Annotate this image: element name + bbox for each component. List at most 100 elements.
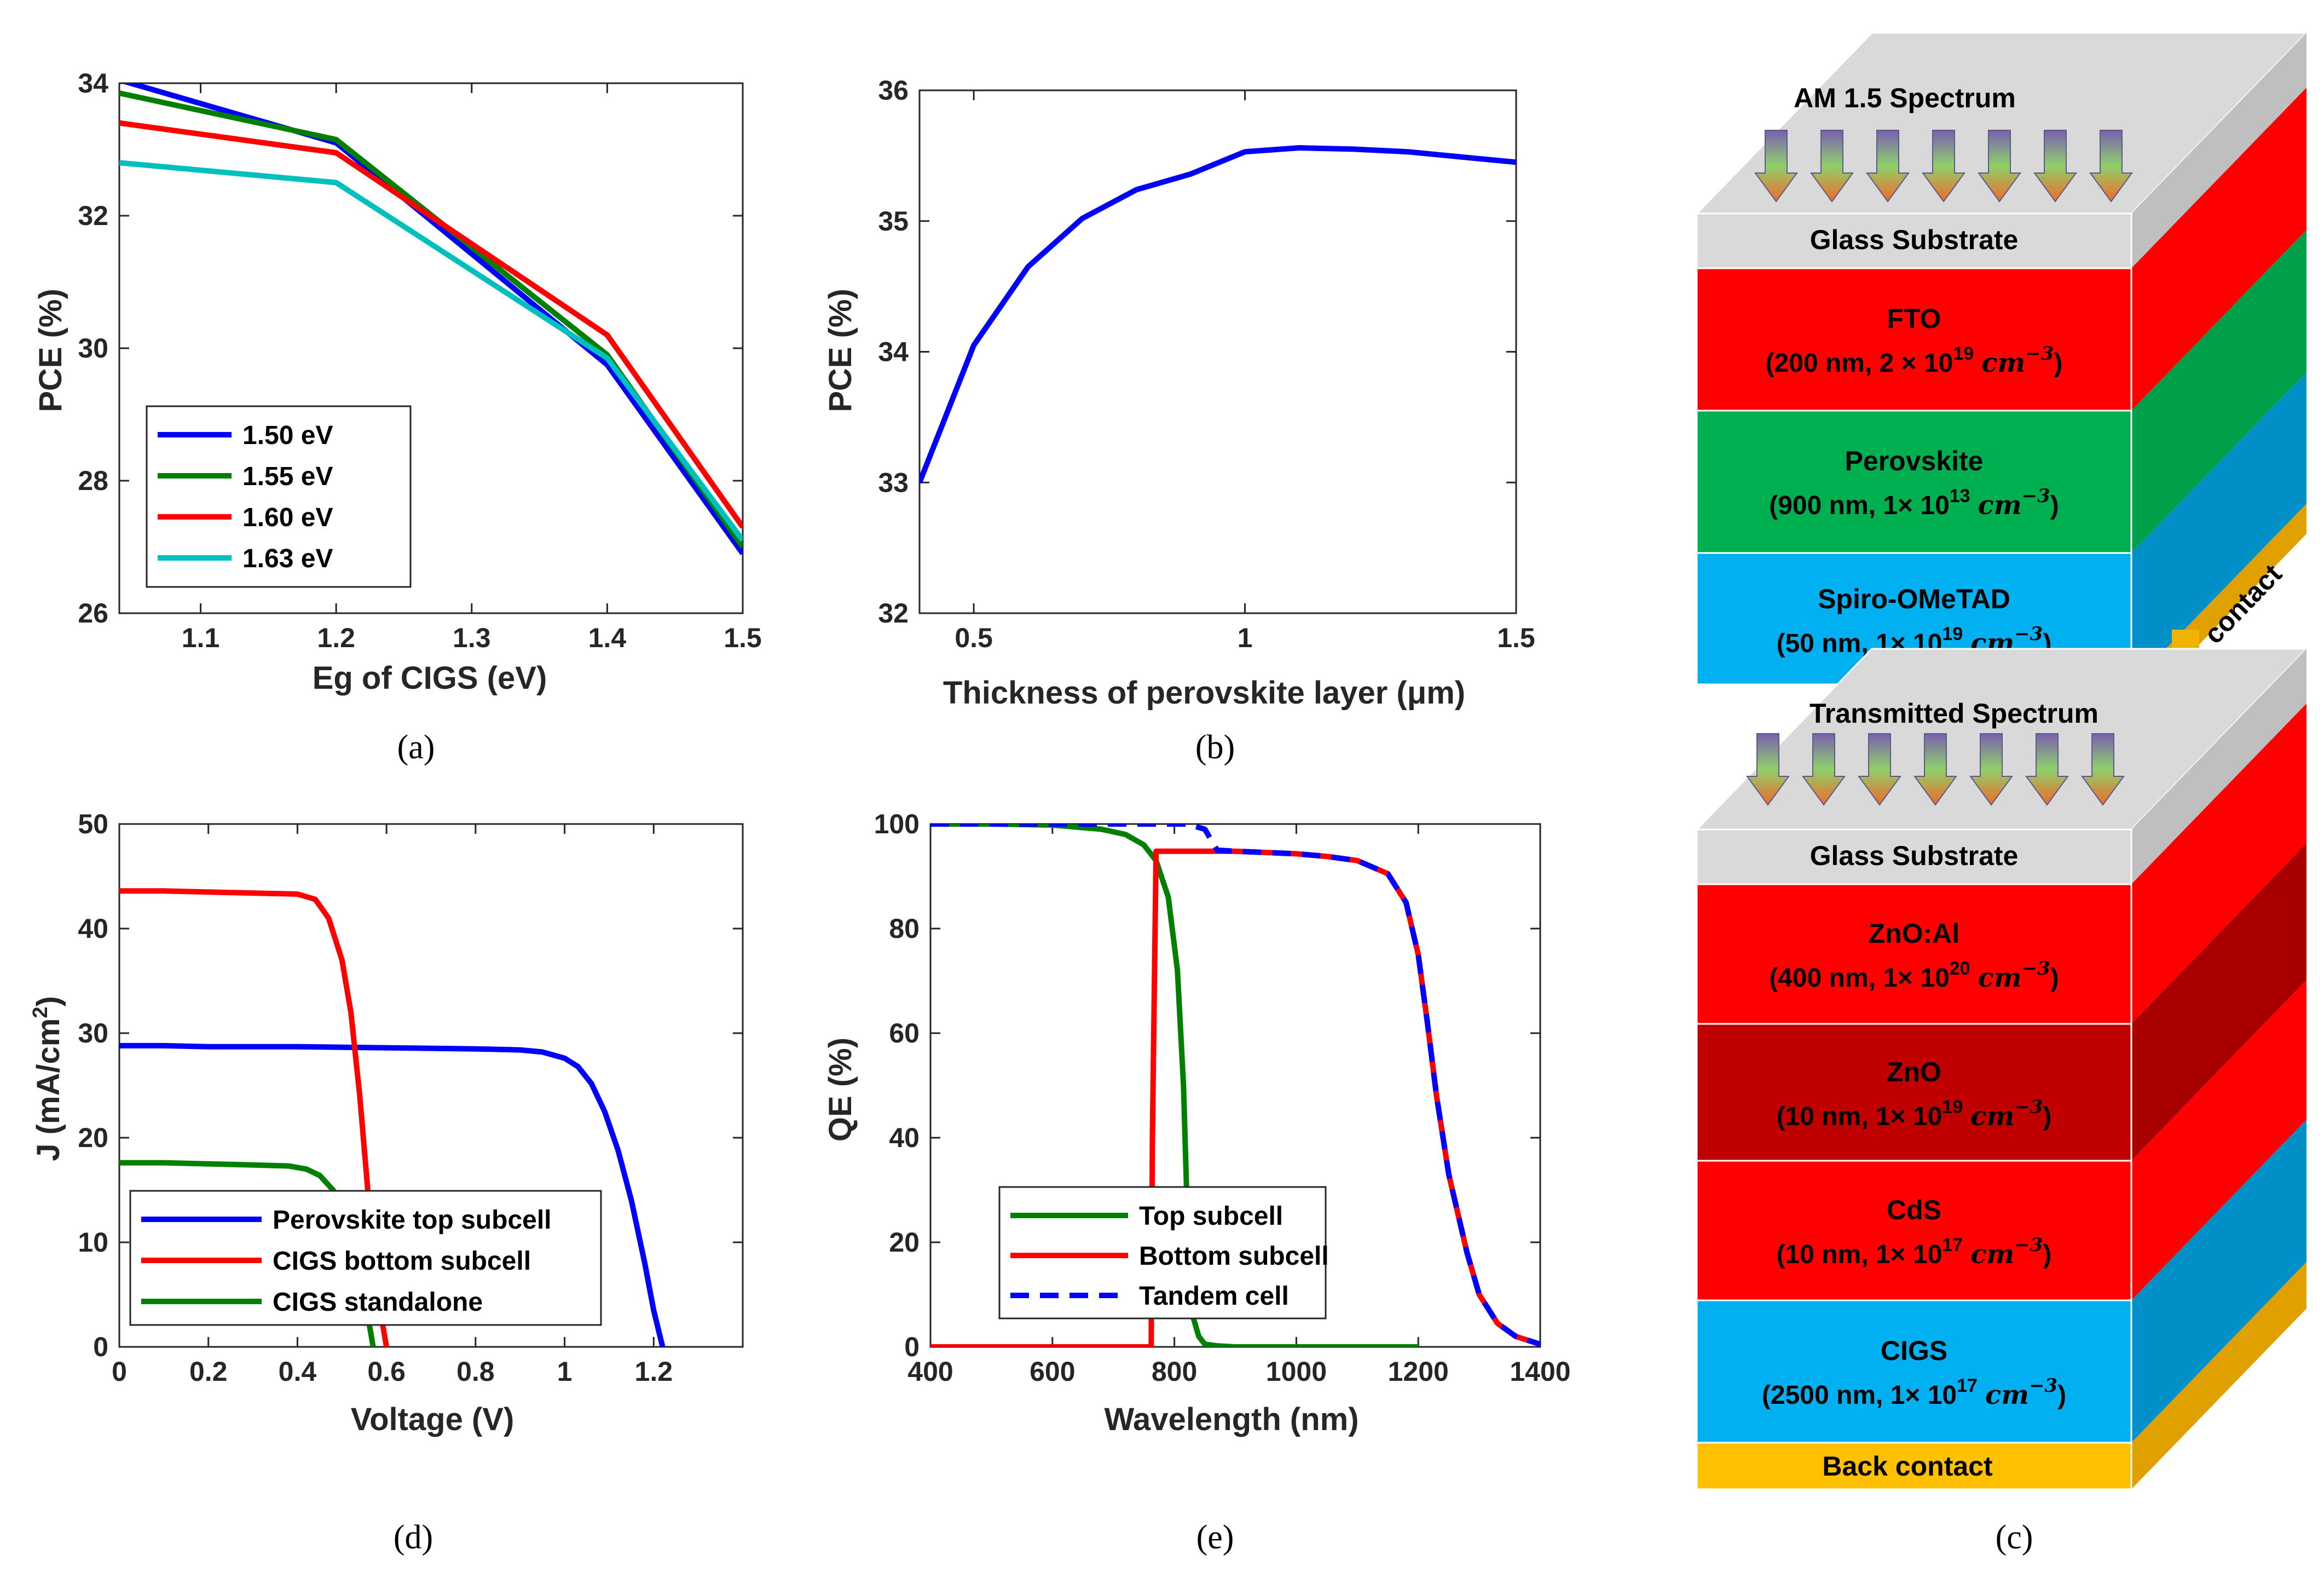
top-substrate-label: Glass Substrate (1810, 224, 2019, 255)
top-substrate-side (2131, 33, 2306, 268)
series-line-0 (120, 83, 743, 556)
layer-name: CIGS (1881, 1335, 1947, 1366)
x-tick-label: 0 (112, 1356, 127, 1387)
panel-d: 0 0.2 0.4 0.6 0.8 1 1.2 0 10 20 30 40 50 Perovskite t… (29, 809, 744, 1556)
bottom-zno-side (2131, 843, 2306, 1161)
series-line-2 (930, 824, 1540, 1347)
panel-a-caption: (a) (397, 729, 435, 766)
panel-c-caption: (c) (1996, 1519, 2033, 1556)
panel-d-plot-area: 0 0.2 0.4 0.6 0.8 1 1.2 0 10 20 30 40 50 Perovskite t… (78, 809, 744, 1387)
panel-d-ylabel-end: ) (31, 996, 66, 1006)
legend-label: 1.63 eV (242, 544, 333, 573)
light-arrow-icon (1802, 733, 1846, 806)
layer-info-suffix: ) (2043, 1240, 2051, 1269)
legend-label: Bottom subcell (1139, 1242, 1329, 1271)
y-tick-label: 0 (93, 1332, 108, 1362)
legend-label: CIGS standalone (273, 1288, 483, 1317)
bottom-znoal-side (2131, 704, 2306, 1024)
layer-info-unit-exp: −3 (2014, 623, 2043, 645)
layer-info-exp: 17 (1942, 1235, 1963, 1255)
y-tick-label: 0 (904, 1332, 920, 1362)
layer-info-unit: cm (1981, 348, 2025, 378)
series-line-0 (930, 824, 1419, 1347)
panel-e-caption: (e) (1196, 1519, 1234, 1556)
layer-info-unit-exp: −3 (2025, 343, 2054, 365)
light-arrow-icon (1858, 733, 1901, 806)
layer-info-exp: 17 (1957, 1375, 1978, 1396)
x-tick-label: 1400 (1510, 1356, 1570, 1387)
layer-info-exp: 20 (1950, 958, 1970, 979)
panel-b-xlabel: Thickness of perovskite layer (μm) (943, 675, 1465, 711)
panel-d-ylabel-sup: 2 (29, 1007, 52, 1018)
x-tick-label: 1200 (1388, 1356, 1449, 1387)
y-tick-label: 30 (78, 1018, 108, 1048)
bottom-cigs-side (2131, 1120, 2306, 1443)
layer-info-prefix: (10 nm, 1× 10 (1777, 1102, 1943, 1131)
x-tick-label: 1 (557, 1356, 573, 1387)
y-tick-label: 20 (78, 1122, 108, 1153)
layer-info-suffix: ) (2057, 1381, 2066, 1410)
light-arrow-icon (2025, 733, 2069, 806)
legend-label: Tandem cell (1139, 1282, 1289, 1311)
panel-b-ylabel: PCE (%) (823, 289, 858, 412)
legend-label: Perovskite top subcell (273, 1206, 552, 1235)
layer-name: ZnO:Al (1869, 918, 1960, 949)
y-tick-label: 32 (78, 200, 108, 231)
panel-d-ylabel-main: J (mA/cm (31, 1018, 66, 1161)
top-spectrum-label: AM 1.5 Spectrum (1794, 83, 2016, 113)
series-line-2 (119, 120, 743, 529)
x-tick-label: 600 (1030, 1356, 1075, 1387)
layer-info-suffix: ) (2043, 1102, 2051, 1131)
panel-e-xlabel: Wavelength (nm) (1104, 1402, 1358, 1437)
panel-c-device-structure: contact Glass Substrate AM 1.5 Spectrum … (1695, 32, 2309, 1556)
y-tick-label: 50 (78, 809, 108, 839)
x-tick-label: 0.5 (955, 623, 993, 653)
layer-name: ZnO (1887, 1057, 1941, 1087)
layer-info-unit: cm (1985, 1380, 2029, 1410)
layer-info-prefix: (200 nm, 2 × 10 (1766, 349, 1953, 378)
y-tick-label: 33 (878, 467, 909, 498)
panel-e-plot-area: 400 600 800 1000 1200 1400 0 20 40 60 80 100 Top sub… (874, 809, 1571, 1387)
layer-info-suffix: ) (2054, 349, 2062, 378)
x-tick-label: 1.1 (182, 623, 220, 653)
layer-info-unit: cm (1970, 1239, 2014, 1270)
layer-zno (1696, 1023, 2132, 1162)
layer-info-prefix: (2500 nm, 1× 10 (1762, 1381, 1957, 1410)
panel-b: 0.5 1 1.5 32 33 34 35 36 Thickness of perovskit… (823, 75, 1535, 766)
y-tick-label: 26 (78, 598, 108, 629)
light-arrow-icon (1866, 130, 1910, 203)
x-tick-label: 400 (907, 1356, 953, 1387)
light-arrow-icon (1746, 733, 1790, 806)
legend-label: 1.55 eV (242, 462, 333, 491)
bottom-cell: Glass Substrate Transmitted Spectrum ZnO… (1695, 648, 2309, 1490)
layer-info-unit-exp: −3 (2029, 1375, 2057, 1397)
top-spectrum-arrows (1754, 130, 2133, 203)
layer-info-unit-exp: −3 (2014, 1096, 2043, 1118)
layer-info-prefix: (10 nm, 1× 10 (1777, 1240, 1943, 1269)
top-substrate-front (1696, 212, 2132, 269)
layer-info-prefix: (400 nm, 1× 10 (1769, 964, 1950, 993)
light-arrow-icon (2081, 733, 2125, 806)
light-arrow-icon (1913, 733, 1957, 806)
layer-info-unit: cm (1978, 963, 2022, 993)
layer-info-unit-exp: −3 (2022, 485, 2050, 507)
panel-d-xlabel: Voltage (V) (351, 1402, 514, 1437)
x-tick-label: 0.2 (189, 1356, 228, 1387)
layer-info-exp: 13 (1950, 486, 1970, 506)
x-tick-label: 1.2 (317, 623, 355, 653)
series-line-0 (119, 1042, 666, 1347)
layer-zno-al (1696, 883, 2132, 1025)
layer-name: Spiro-OMeTAD (1818, 584, 2010, 614)
light-arrow-icon (1810, 130, 1854, 203)
layer-perovskite (1696, 410, 2132, 554)
top-contact-strip (2167, 504, 2306, 677)
bottom-layer-stack: ZnO:Al(400 nm, 1× 1020 cm−3)ZnO(10 nm, 1×… (1696, 883, 2132, 1444)
panel-e: 400 600 800 1000 1200 1400 0 20 40 60 80 100 Top sub… (823, 809, 1571, 1556)
layer-parameters: (400 nm, 1× 1020 cm−3) (1769, 958, 2059, 993)
plot-frame (918, 89, 1517, 614)
panel-d-caption: (d) (394, 1519, 433, 1556)
panel-b-plot-area: 0.5 1 1.5 32 33 34 35 36 (878, 75, 1535, 653)
layer-parameters: (200 nm, 2 × 1019 cm−3) (1766, 343, 2063, 378)
bottom-substrate-label: Glass Substrate (1810, 840, 2019, 871)
y-tick-label: 80 (889, 913, 920, 944)
